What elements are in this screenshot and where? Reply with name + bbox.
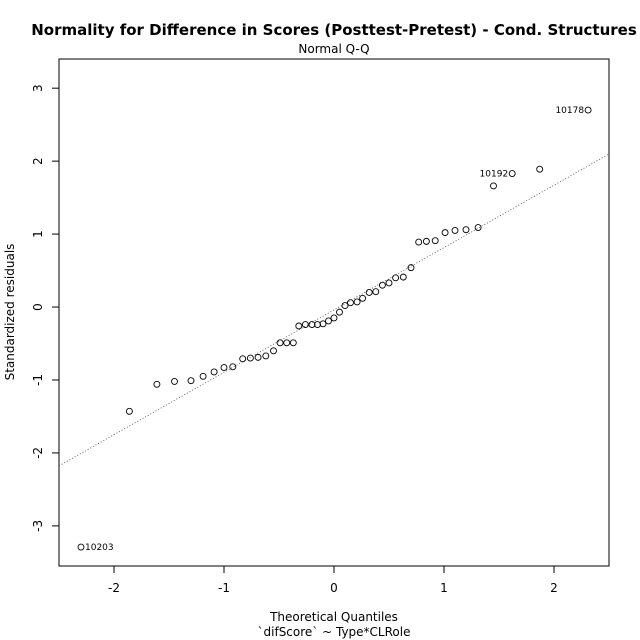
data-point: [187, 377, 195, 385]
data-point: [336, 308, 343, 316]
data-point: [359, 294, 367, 302]
data-point: [283, 339, 291, 347]
data-point: [407, 264, 415, 272]
data-point: [308, 321, 316, 328]
data-point: [254, 353, 262, 361]
data-point: [125, 407, 133, 415]
points-layer: 10203 10192 10178: [77, 106, 592, 553]
x-tick-label: 2: [550, 581, 558, 595]
data-point: [330, 314, 338, 322]
x-tick-label: 0: [330, 581, 338, 595]
data-point: [462, 226, 470, 234]
point-label: 10203: [85, 543, 114, 553]
y-tick-label: -2: [31, 447, 45, 459]
data-point: [422, 237, 430, 245]
point-label: 10192: [480, 170, 509, 180]
data-point: [399, 273, 407, 281]
data-point: [77, 543, 85, 551]
plot-frame: [58, 58, 610, 567]
data-point: [378, 281, 386, 289]
y-tick-label: -3: [31, 520, 45, 532]
data-point: [365, 288, 373, 296]
data-point: [229, 363, 237, 371]
y-axis: -3 -2 -1 0 1 2 3: [31, 84, 59, 532]
data-point: [372, 288, 380, 296]
x-axis-sublabel: `difScore` ~ Type*CLRole: [258, 625, 411, 639]
data-point: [289, 339, 297, 347]
data-point: [153, 380, 161, 388]
y-tick-label: 2: [31, 157, 45, 165]
data-point: [490, 182, 497, 190]
y-tick-label: 1: [31, 230, 45, 238]
data-point: [474, 224, 482, 231]
data-point: [451, 226, 459, 234]
data-point: [270, 347, 277, 355]
data-point: [325, 317, 332, 325]
data-point: [508, 170, 516, 177]
point-label: 10178: [555, 106, 584, 116]
data-point: [246, 354, 254, 362]
data-point: [584, 106, 592, 114]
y-tick-label: -1: [31, 374, 45, 386]
data-point: [171, 377, 178, 385]
y-tick-label: 0: [31, 303, 45, 311]
x-tick-label: -1: [218, 581, 230, 595]
data-point: [341, 302, 349, 310]
data-point: [347, 299, 354, 307]
data-point: [536, 165, 544, 173]
x-axis-label: Theoretical Quantiles: [269, 610, 398, 624]
data-point: [262, 352, 270, 360]
x-tick-label: 1: [440, 581, 448, 595]
y-axis-label: Standardized residuals: [3, 244, 17, 381]
data-point: [353, 298, 361, 306]
data-point: [415, 238, 423, 246]
data-point: [239, 355, 247, 363]
reference-line: [58, 153, 610, 467]
x-axis: -2 -1 0 1 2: [108, 566, 558, 595]
data-point: [301, 321, 309, 328]
y-tick-label: 3: [31, 84, 45, 92]
data-point: [199, 372, 207, 380]
data-point: [295, 322, 303, 330]
chart-subtitle: Normal Q-Q: [298, 42, 369, 56]
data-point: [385, 279, 393, 287]
x-tick-label: -2: [108, 581, 120, 595]
chart-title: Normality for Difference in Scores (Post…: [31, 21, 637, 39]
data-point: [392, 274, 400, 282]
data-point: [431, 237, 439, 245]
data-point: [210, 368, 218, 376]
data-point: [276, 339, 284, 347]
data-point: [441, 229, 449, 237]
data-point: [220, 364, 228, 372]
data-point: [319, 320, 327, 328]
